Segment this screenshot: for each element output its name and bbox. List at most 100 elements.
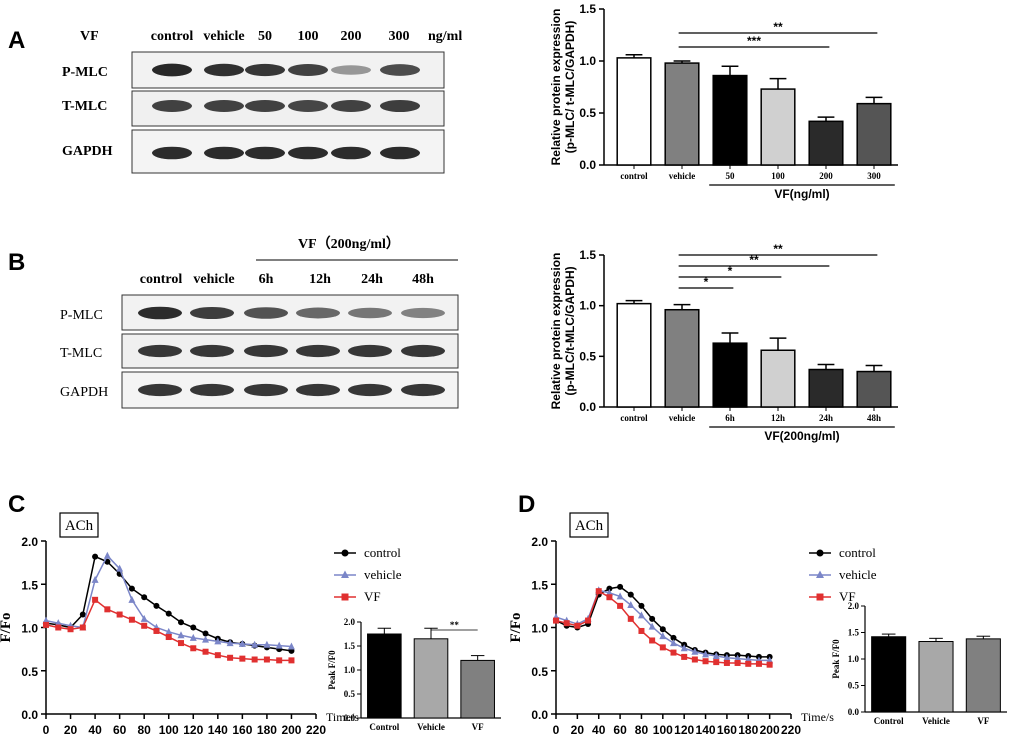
blot-b-row-label: T-MLC: [60, 346, 102, 361]
inset-y-tick-label: 2.0: [848, 601, 860, 611]
y-tick-label: 1.0: [531, 622, 548, 636]
y-tick-label: 0.0: [579, 400, 596, 414]
x-tick-label: 220: [306, 723, 326, 737]
y-axis-title-line: (p-MLC/t-MLC/GAPDH): [563, 266, 577, 395]
blot-band: [138, 306, 182, 320]
legend-marker: [341, 570, 349, 578]
x-tick-label: 48h: [867, 413, 881, 423]
data-point: [734, 654, 742, 662]
data-point: [659, 644, 666, 651]
data-point: [153, 627, 160, 634]
data-point: [178, 640, 184, 647]
data-point: [670, 634, 677, 641]
data-point: [745, 660, 752, 667]
bar: [856, 102, 892, 166]
blot-a-row-label: GAPDH: [62, 144, 113, 159]
blot-band: [245, 146, 285, 160]
x-tick-label: 300: [867, 171, 881, 181]
data-point: [128, 585, 135, 592]
x-tick-label: 140: [696, 723, 716, 737]
data-point: [128, 595, 136, 603]
panel-letter-d: D: [518, 491, 535, 518]
x-tick-label: 80: [138, 723, 152, 737]
blot-a-row-label: T-MLC: [62, 99, 107, 114]
inset-y-tick-label: 1.5: [344, 641, 356, 651]
blot-b-lane-label: 48h: [412, 272, 434, 287]
y-tick-label: 0.5: [579, 349, 596, 363]
blot-band: [288, 64, 328, 76]
inset-y-tick-label: 1.0: [848, 654, 860, 664]
inset-y-tick-label: 0.5: [848, 681, 860, 691]
blot-b-lane-label: control: [140, 272, 183, 287]
inset-bar: [918, 641, 954, 713]
legend-marker: [341, 549, 349, 557]
inset-y-tick-label: 1.0: [344, 665, 356, 675]
data-point: [712, 652, 720, 660]
inset-x-tick-label: VF: [472, 722, 484, 732]
blot-band: [245, 63, 285, 77]
line-chart-c: 0.0 0.5 1.0 1.5 2.0 0 20 40 60 80 100 120 140 160 180 2…: [0, 512, 402, 737]
data-point: [766, 661, 773, 668]
y-tick-label: 2.0: [21, 535, 38, 549]
data-point: [178, 619, 184, 626]
x-tick-label: 40: [88, 723, 102, 737]
inset-bar: [871, 636, 907, 713]
data-point: [55, 624, 62, 631]
inset-y-axis-title: Peak F/F0: [831, 639, 841, 679]
x-axis-title: Time/s: [801, 710, 834, 724]
data-point: [617, 602, 624, 609]
blot-band: [296, 307, 340, 319]
stimulus-box: [569, 512, 609, 538]
y-tick-label: 1.5: [21, 578, 38, 592]
blot-band: [348, 344, 392, 358]
blot-b-lane-label: 6h: [259, 272, 274, 287]
y-axis-title-line: Relative protein expression: [549, 9, 563, 166]
blot-band: [348, 383, 392, 397]
legend-marker: [816, 593, 824, 601]
data-point: [116, 564, 124, 572]
data-point: [42, 616, 50, 624]
data-point: [104, 606, 111, 613]
blot-a-lane-label: 50: [258, 29, 272, 44]
inset-x-tick-label: Vehicle: [922, 716, 950, 726]
x-tick-label: 0: [43, 723, 50, 737]
y-axis-title-line: (p-MLC/ t-MLC/GAPDH): [563, 21, 577, 154]
data-point: [691, 647, 699, 655]
x-tick-label: 12h: [771, 413, 785, 423]
data-point: [723, 659, 730, 666]
data-point: [276, 657, 283, 664]
blot-band: [190, 306, 234, 320]
data-point: [165, 627, 173, 635]
inset-y-tick-label: 0.0: [848, 707, 860, 717]
data-point: [128, 616, 135, 623]
line-chart-d: 0.00.51.01.52.00 20 40 60 80 100 120 140 160 180 2…: [508, 512, 877, 737]
bar: [808, 368, 844, 408]
blot-band: [401, 383, 445, 397]
data-point: [226, 639, 234, 647]
y-tick-label: 0.0: [21, 708, 38, 722]
data-point: [649, 615, 656, 622]
x-tick-label: 120: [183, 723, 203, 737]
inset-bar: [367, 633, 402, 719]
data-point: [165, 634, 172, 641]
significance-label: **: [773, 242, 783, 256]
data-point: [691, 656, 698, 663]
significance-label: **: [749, 253, 759, 267]
data-point: [734, 659, 741, 666]
inset-bar-chart-c: 0.0 0.5 1.0 1.5 2.0 Peak F/F0 Control Vehicle VF…: [327, 617, 501, 732]
legend-label: VF: [839, 589, 856, 604]
bar: [760, 349, 796, 408]
y-tick-label: 1.5: [579, 248, 596, 262]
data-point: [553, 617, 559, 624]
data-point: [606, 594, 613, 601]
y-axis-title-line: Relative protein expression: [549, 253, 563, 410]
data-point: [214, 652, 221, 659]
data-point: [92, 553, 99, 560]
y-axis-title: F/Fo: [0, 613, 14, 643]
bar: [760, 88, 796, 166]
data-point: [79, 624, 86, 631]
inset-x-tick-label: Vehicle: [417, 722, 445, 732]
data-point: [190, 624, 197, 631]
bar: [616, 302, 652, 408]
blot-band: [244, 344, 288, 358]
